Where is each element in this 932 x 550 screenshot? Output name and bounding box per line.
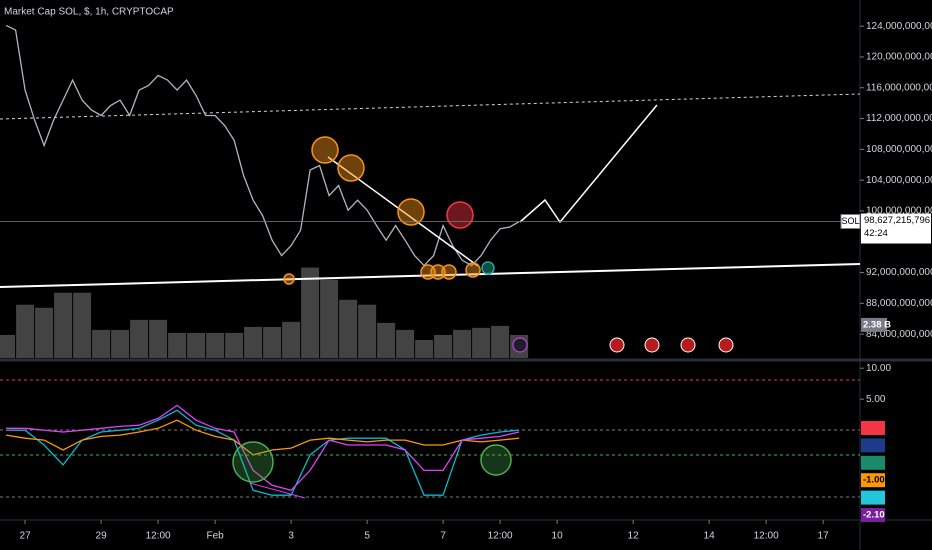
volume-badge	[861, 317, 887, 332]
y-tick-label: 104,000,000,000.00	[866, 175, 932, 186]
teal-circle	[481, 261, 495, 275]
volume-bar	[263, 326, 282, 358]
volume-bar	[244, 326, 263, 358]
symbol-badge	[840, 214, 861, 230]
circle	[337, 154, 365, 182]
volume-bar	[415, 339, 434, 358]
volume-bar	[168, 332, 187, 358]
x-tick-label: 7	[440, 531, 446, 542]
x-tick-label: 27	[20, 531, 32, 542]
x-tick-label: 12:00	[754, 531, 779, 542]
divergence-line	[249, 482, 306, 499]
volume-bar	[301, 267, 320, 358]
x-tick-label: 12:00	[146, 531, 171, 542]
indicator-badge	[861, 455, 885, 470]
volume-bar	[434, 334, 453, 358]
indicator-badge	[861, 421, 885, 435]
indicator-badge	[861, 473, 885, 488]
volume-bar	[491, 325, 510, 358]
indicator-badge	[861, 490, 885, 505]
indicator-value: -2.10	[863, 510, 885, 521]
orange-circles	[283, 136, 481, 285]
price-badge	[861, 213, 931, 244]
volume-bar	[16, 304, 35, 358]
volume-bar	[339, 299, 358, 358]
x-tick-label: Feb	[206, 531, 224, 542]
event-icon	[718, 337, 734, 353]
trend-line	[327, 156, 479, 267]
volume-bar	[453, 329, 472, 358]
volume-bar	[149, 319, 168, 358]
indicator-badge	[861, 438, 885, 453]
volume-label: 2.38 B	[863, 319, 891, 330]
chart-title: Market Cap SOL, $, 1h, CRYPTOCAP	[4, 7, 174, 18]
volume-bar	[206, 332, 225, 358]
indicator-line	[6, 404, 520, 492]
volume-bar	[54, 292, 73, 358]
x-tick-label: 12	[628, 531, 640, 542]
projection	[519, 104, 658, 224]
support-line	[0, 263, 861, 288]
x-tick-label: 12:00	[488, 531, 513, 542]
event-icon	[609, 337, 625, 353]
volume-bar	[92, 329, 111, 358]
y-tick-label: 108,000,000,000.00	[866, 144, 932, 155]
indicator-line	[6, 409, 520, 496]
y-tick-label: 88,000,000,000.00	[866, 298, 932, 309]
resistance-line	[0, 93, 861, 120]
annotations	[0, 93, 861, 499]
x-tick-label: 29	[96, 531, 108, 542]
indicator-badge	[861, 508, 885, 522]
event-icons	[512, 337, 734, 353]
y-tick-label: 124,000,000,000.00	[866, 21, 932, 32]
volume-bar	[187, 332, 206, 358]
volume-bar	[282, 321, 301, 358]
y-tick-label: 100,000,000,000.00	[866, 206, 932, 217]
symbol-label: SOL	[841, 216, 859, 226]
x-tick-label: 14	[704, 531, 716, 542]
circle	[311, 136, 339, 164]
circle	[465, 262, 481, 278]
volume-bar	[320, 279, 339, 358]
x-tick-label: 3	[288, 531, 294, 542]
volume-bar	[111, 329, 130, 358]
y-tick-label: 112,000,000,000.00	[866, 113, 932, 124]
circle	[430, 264, 446, 280]
volume-bar	[0, 334, 16, 358]
x-tick-label: 5	[364, 531, 370, 542]
x-tick-label: 17	[818, 531, 830, 542]
event-icon	[512, 337, 528, 353]
circle	[397, 198, 425, 226]
y-tick-label: 84,000,000,000.00	[866, 329, 932, 340]
green-circle	[480, 444, 512, 476]
y-tick-label: 10.00	[866, 363, 891, 374]
volume-bar	[377, 322, 396, 358]
volume-bar	[35, 307, 54, 358]
volume-bar	[73, 292, 92, 358]
y-tick-label: 116,000,000,000.00	[866, 82, 932, 93]
countdown-label: 42:24	[864, 228, 888, 239]
event-icon	[644, 337, 660, 353]
volume-bar	[130, 319, 149, 358]
x-tick-label: 10	[552, 531, 564, 542]
y-tick-label: 92,000,000,000.00	[866, 267, 932, 278]
y-tick-label: 120,000,000,000.00	[866, 52, 932, 63]
red-circle	[446, 201, 474, 229]
price-label: 98,627,215,796.00	[864, 215, 932, 226]
indicator-line	[5, 419, 520, 456]
volume-bar	[358, 304, 377, 358]
event-icon	[680, 337, 696, 353]
circle	[441, 264, 457, 280]
circle	[283, 273, 295, 285]
volume-bar	[396, 329, 415, 358]
y-tick-label: 5.00	[866, 394, 886, 405]
price-line	[5, 24, 520, 267]
indicator-value: -1.00	[863, 475, 885, 486]
green-circle	[232, 441, 274, 483]
volume-bar	[472, 327, 491, 358]
volume-bar	[225, 332, 244, 358]
